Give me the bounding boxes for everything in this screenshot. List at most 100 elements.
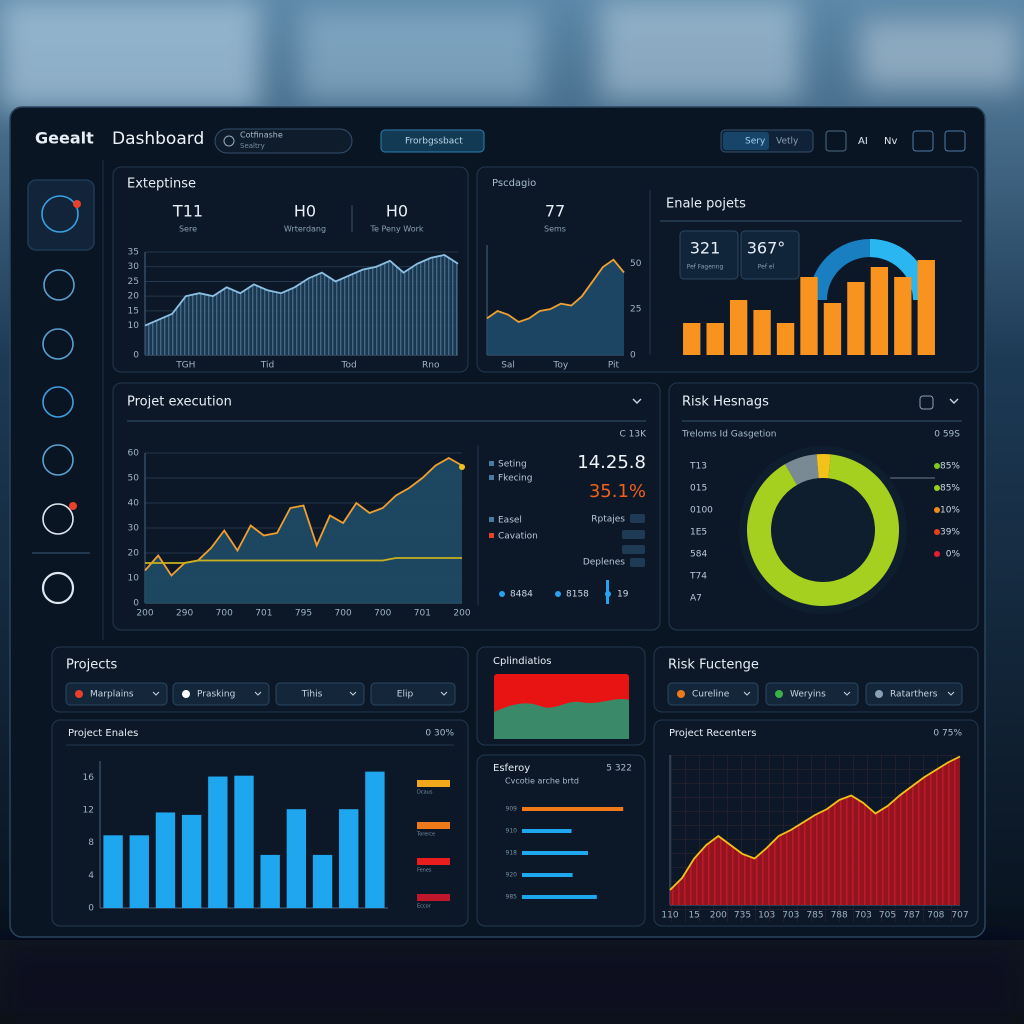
nav-icon[interactable] bbox=[41, 571, 75, 605]
stat-label: Te Peny Work bbox=[369, 225, 423, 234]
chevron[interactable] bbox=[632, 398, 642, 404]
icon-button[interactable] bbox=[912, 130, 934, 152]
x-tick-label: 785 bbox=[806, 911, 823, 921]
chevron bbox=[843, 691, 851, 696]
bar bbox=[753, 310, 771, 355]
note: 0 30% bbox=[425, 729, 454, 739]
primary-button[interactable] bbox=[380, 129, 485, 153]
y-tick-label: 50 bbox=[630, 259, 642, 269]
x-tick-label: Tod bbox=[341, 361, 357, 371]
stat-value: T11 bbox=[172, 202, 203, 221]
kpi-value: 14.25.8 bbox=[577, 452, 646, 473]
x-tick-label: Sal bbox=[501, 361, 515, 371]
nav-icon[interactable] bbox=[42, 386, 74, 418]
legend-label: Dcaus bbox=[417, 790, 433, 796]
panel-title: Risk Hesnags bbox=[682, 395, 769, 410]
chevron[interactable] bbox=[949, 398, 959, 404]
dropdown-dot bbox=[775, 690, 783, 698]
sidebar bbox=[27, 179, 95, 605]
toggle-active[interactable] bbox=[723, 132, 769, 150]
note: 0 75% bbox=[933, 729, 962, 739]
dropdown-dot bbox=[75, 690, 83, 698]
icon-button[interactable] bbox=[944, 130, 966, 152]
footer-value: 19 bbox=[617, 590, 629, 600]
dropdown-dot bbox=[875, 690, 883, 698]
legend-label: 39% bbox=[940, 528, 960, 538]
y-tick-label: 4 bbox=[88, 871, 94, 881]
dropdown[interactable] bbox=[65, 682, 168, 706]
x-tick-label: 705 bbox=[879, 911, 896, 921]
sidebar-active[interactable] bbox=[27, 179, 95, 251]
donut-slice bbox=[785, 454, 819, 485]
y-tick-label: 60 bbox=[128, 449, 140, 459]
stat-value: H0 bbox=[386, 202, 408, 221]
legend-swatch bbox=[489, 533, 494, 538]
stat-label: Wrterdang bbox=[284, 225, 326, 234]
search-box[interactable] bbox=[214, 128, 353, 154]
y-tick-label: 30 bbox=[128, 262, 140, 272]
category-label: 909 bbox=[506, 806, 518, 813]
legend-dot bbox=[934, 485, 940, 491]
dropdown[interactable] bbox=[765, 682, 859, 706]
legend-swatch bbox=[417, 894, 450, 901]
dropdown[interactable] bbox=[172, 682, 270, 706]
category-label: 985 bbox=[506, 894, 518, 901]
dropdown[interactable] bbox=[667, 682, 759, 706]
y-tick-label: 50 bbox=[128, 474, 140, 484]
category-label: 918 bbox=[506, 850, 518, 857]
dropdown[interactable] bbox=[275, 682, 365, 706]
y-tick-label: 15 bbox=[128, 306, 139, 316]
bar bbox=[103, 835, 123, 908]
nav-icon[interactable] bbox=[42, 503, 74, 535]
side-label: 015 bbox=[690, 484, 707, 494]
legend-label: Easel bbox=[498, 516, 522, 526]
note: 0 59S bbox=[934, 430, 960, 440]
toggle-label: Sery bbox=[745, 137, 766, 147]
bar bbox=[894, 277, 912, 355]
panel-title: Risk Fuctenge bbox=[668, 658, 759, 673]
y-tick-label: 16 bbox=[83, 773, 95, 783]
y-tick-label: 10 bbox=[128, 574, 140, 584]
y-tick-label: 20 bbox=[128, 549, 140, 559]
y-tick-label: 25 bbox=[630, 305, 641, 315]
search-icon bbox=[223, 135, 235, 147]
nav-icon[interactable] bbox=[42, 328, 74, 360]
bar bbox=[823, 303, 842, 355]
bar bbox=[312, 854, 333, 908]
area-fill bbox=[145, 458, 462, 603]
legend-dot bbox=[934, 463, 940, 469]
icon-button[interactable] bbox=[919, 395, 934, 410]
dropdown-label: Tihis bbox=[301, 690, 323, 700]
bar bbox=[365, 771, 385, 908]
panel-title: Pscdagio bbox=[492, 178, 536, 189]
dropdown[interactable] bbox=[370, 682, 456, 706]
legend-swatch bbox=[417, 858, 450, 865]
panel-title: Projects bbox=[66, 658, 117, 673]
x-tick-label: 200 bbox=[710, 911, 727, 921]
stat-label: Pef el bbox=[758, 264, 775, 271]
series-line bbox=[145, 557, 462, 564]
nav-icon[interactable] bbox=[43, 269, 75, 301]
side-label: T74 bbox=[689, 572, 707, 582]
x-tick-label: 700 bbox=[335, 609, 352, 619]
dropdown[interactable] bbox=[865, 682, 963, 706]
panel-title: Project Recenters bbox=[669, 728, 756, 739]
icon-label: Nv bbox=[884, 136, 897, 147]
y-tick-label: 25 bbox=[128, 277, 139, 287]
panel-title: Enale pojets bbox=[666, 197, 746, 212]
icon-button[interactable] bbox=[825, 130, 847, 152]
x-tick-label: 788 bbox=[831, 911, 848, 921]
donut-slice bbox=[816, 454, 831, 479]
tag: Deplenes bbox=[583, 558, 625, 568]
legend-label: Eccor bbox=[417, 904, 432, 910]
nav-icon[interactable] bbox=[41, 195, 79, 233]
icon-label: AI bbox=[858, 136, 868, 147]
x-tick-label: 795 bbox=[295, 609, 312, 619]
side-label: T13 bbox=[689, 462, 707, 472]
nav-icon[interactable] bbox=[42, 444, 74, 476]
legend-label: Fkecing bbox=[498, 474, 532, 484]
dropdown-label: Weryins bbox=[790, 690, 826, 700]
x-tick-label: 701 bbox=[414, 609, 431, 619]
x-tick-label: 200 bbox=[453, 609, 470, 619]
y-tick-label: 12 bbox=[83, 806, 94, 816]
